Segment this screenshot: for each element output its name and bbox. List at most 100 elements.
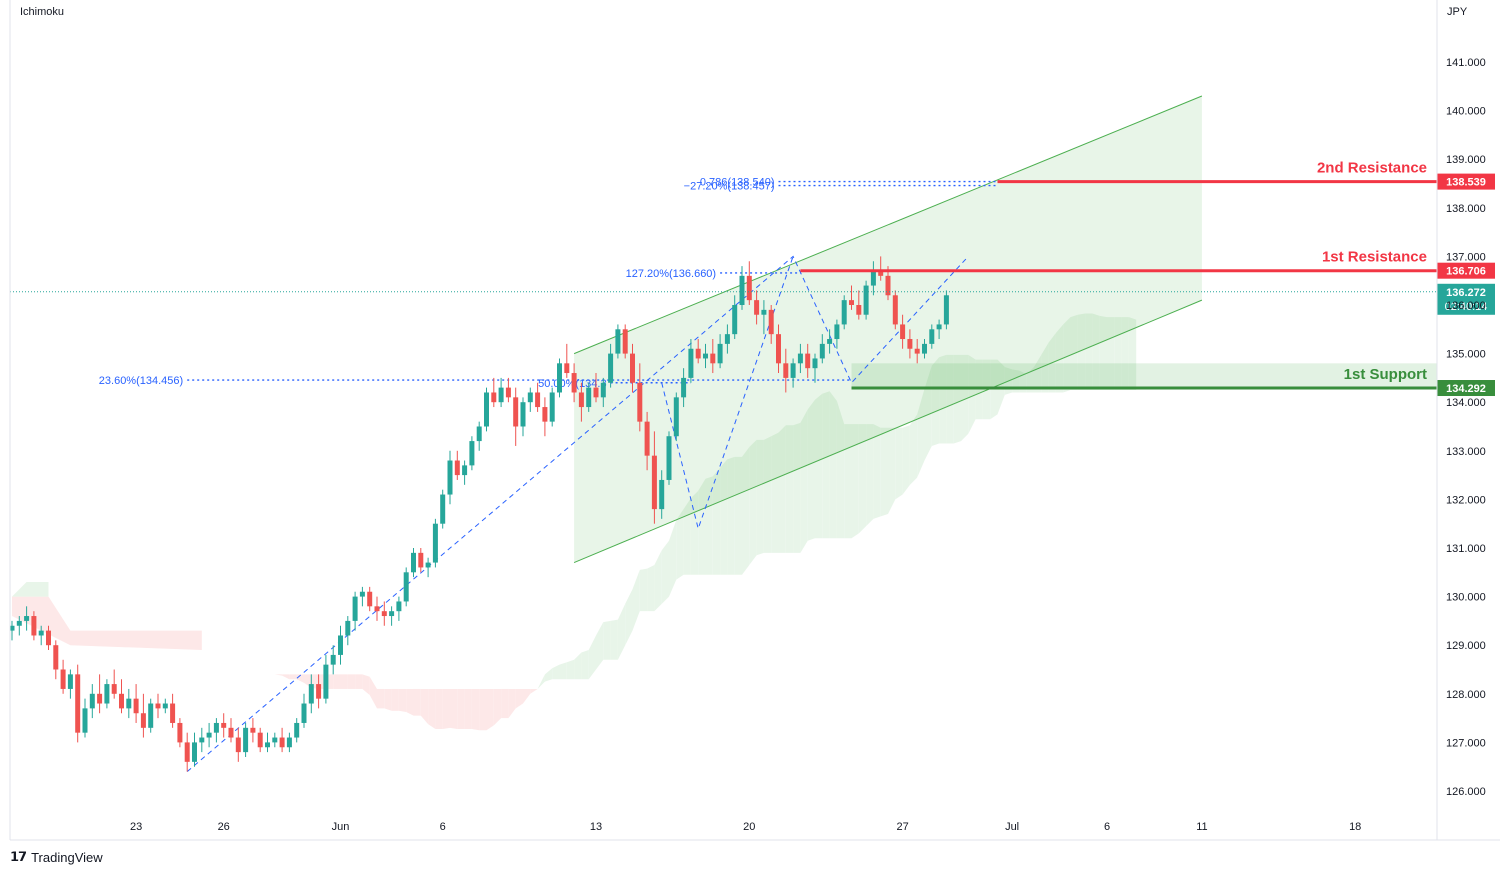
candle-body[interactable]: [863, 285, 869, 315]
candle-body[interactable]: [133, 698, 139, 714]
candle-body[interactable]: [257, 732, 263, 748]
candle-body[interactable]: [827, 339, 833, 344]
candle-body[interactable]: [9, 625, 15, 631]
candle-body[interactable]: [878, 270, 884, 276]
candle-body[interactable]: [235, 737, 241, 753]
candle-body[interactable]: [272, 737, 278, 743]
candle-body[interactable]: [535, 392, 541, 408]
candle-body[interactable]: [469, 441, 475, 466]
candle-body[interactable]: [761, 309, 767, 315]
candle-body[interactable]: [140, 713, 146, 728]
candle-body[interactable]: [338, 635, 343, 655]
candle-body[interactable]: [345, 620, 351, 636]
last-price-value[interactable]: 136.272: [1446, 287, 1486, 299]
candle-body[interactable]: [323, 664, 329, 699]
price-tag-resistance[interactable]: [1437, 262, 1495, 279]
price-tag-support[interactable]: [1437, 380, 1495, 397]
candle-body[interactable]: [929, 329, 935, 344]
candle-body[interactable]: [46, 630, 51, 646]
candle-body[interactable]: [527, 392, 533, 403]
candle-body[interactable]: [462, 465, 468, 476]
countdown-label[interactable]: 02:40:14: [1445, 301, 1488, 313]
candle-body[interactable]: [746, 275, 752, 301]
candle-body[interactable]: [148, 703, 154, 728]
candle-body[interactable]: [389, 611, 395, 617]
candles[interactable]: [9, 256, 949, 772]
candle-body[interactable]: [301, 703, 307, 723]
candle-body[interactable]: [177, 722, 183, 743]
candle-body[interactable]: [221, 722, 227, 728]
candle-body[interactable]: [513, 397, 519, 427]
candle-body[interactable]: [695, 348, 701, 359]
last-price-tag[interactable]: [1437, 283, 1495, 315]
candle-body[interactable]: [170, 703, 176, 723]
candle-body[interactable]: [352, 596, 358, 621]
candle-body[interactable]: [447, 460, 453, 495]
candle-body[interactable]: [900, 324, 906, 340]
candle-body[interactable]: [24, 616, 30, 621]
candle-body[interactable]: [359, 591, 365, 597]
candle-body[interactable]: [856, 305, 862, 315]
candle-body[interactable]: [885, 275, 891, 296]
resistance-label[interactable]: 2nd Resistance: [1317, 160, 1427, 177]
candle-body[interactable]: [286, 737, 292, 748]
candle-body[interactable]: [659, 479, 665, 510]
candle-body[interactable]: [666, 436, 672, 480]
candle-body[interactable]: [67, 674, 73, 689]
candle-body[interactable]: [914, 348, 920, 354]
candle-body[interactable]: [943, 295, 949, 325]
candle-body[interactable]: [571, 373, 577, 393]
candle-body[interactable]: [126, 698, 132, 709]
candle-body[interactable]: [162, 703, 168, 709]
candle-body[interactable]: [834, 324, 840, 340]
candle-body[interactable]: [111, 684, 117, 694]
candle-body[interactable]: [425, 562, 431, 568]
candle-body[interactable]: [790, 363, 796, 378]
candle-body[interactable]: [797, 353, 803, 364]
candle-body[interactable]: [732, 305, 738, 335]
candle-body[interactable]: [542, 407, 548, 422]
candle-body[interactable]: [936, 324, 942, 330]
candle-body[interactable]: [586, 387, 592, 408]
candle-body[interactable]: [739, 275, 745, 305]
candle-body[interactable]: [615, 329, 621, 354]
candle-body[interactable]: [75, 674, 81, 733]
candle-body[interactable]: [768, 309, 774, 335]
price-tag-label[interactable]: 136.706: [1446, 266, 1486, 278]
candle-body[interactable]: [600, 382, 606, 398]
candle-body[interactable]: [294, 722, 300, 738]
candle-body[interactable]: [374, 606, 380, 612]
candle-body[interactable]: [637, 382, 643, 422]
candle-body[interactable]: [688, 348, 694, 378]
candle-body[interactable]: [520, 402, 526, 427]
candle-body[interactable]: [644, 421, 650, 456]
footer[interactable]: 𝟭𝟳 TradingView: [10, 849, 103, 865]
candle-body[interactable]: [776, 334, 781, 364]
candle-body[interactable]: [717, 343, 723, 364]
candle-body[interactable]: [38, 630, 44, 636]
candle-body[interactable]: [119, 693, 124, 709]
candle-body[interactable]: [922, 343, 927, 354]
candle-body[interactable]: [367, 591, 373, 607]
candle-body[interactable]: [476, 426, 482, 442]
candle-body[interactable]: [265, 742, 270, 748]
candle-body[interactable]: [330, 654, 336, 665]
candle-body[interactable]: [381, 611, 387, 617]
candle-body[interactable]: [279, 737, 285, 748]
candle-body[interactable]: [432, 523, 438, 563]
candle-body[interactable]: [498, 387, 504, 403]
candle-body[interactable]: [870, 270, 876, 286]
candle-body[interactable]: [192, 742, 197, 762]
candle-body[interactable]: [754, 300, 760, 315]
candle-body[interactable]: [308, 684, 314, 704]
candle-body[interactable]: [593, 387, 599, 398]
candle-body[interactable]: [104, 684, 110, 704]
candle-body[interactable]: [213, 722, 219, 733]
candle-body[interactable]: [89, 693, 95, 709]
candle-body[interactable]: [184, 742, 190, 762]
candle-body[interactable]: [418, 552, 424, 568]
candle-body[interactable]: [250, 727, 256, 733]
candle-body[interactable]: [805, 353, 811, 369]
candle-body[interactable]: [316, 684, 322, 699]
